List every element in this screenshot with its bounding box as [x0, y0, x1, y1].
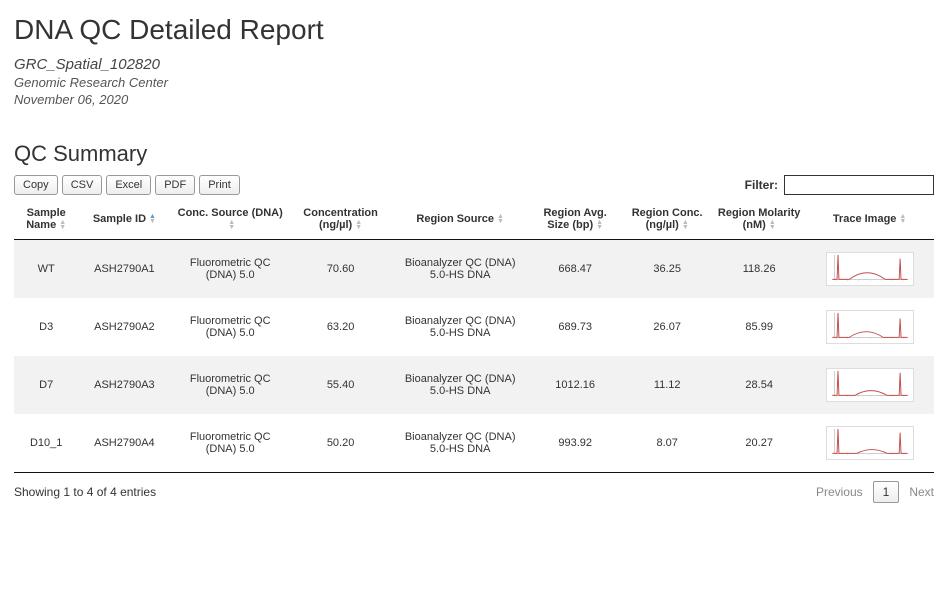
filter: Filter:: [745, 175, 934, 195]
col-label: Trace Image: [833, 213, 897, 225]
cell-region-molarity: 28.54: [713, 356, 805, 414]
page-number[interactable]: 1: [873, 481, 900, 503]
cell-trace-image[interactable]: [805, 356, 934, 414]
export-button-group: Copy CSV Excel PDF Print: [14, 175, 240, 195]
qc-table: Sample Name▲▼Sample ID▲▼Conc. Source (DN…: [14, 201, 934, 473]
sort-icon: ▲▼: [596, 220, 603, 230]
cell-region-molarity: 85.99: [713, 298, 805, 356]
col-label: Region Conc. (ng/µl): [632, 207, 703, 231]
cell-concentration: 70.60: [290, 240, 391, 299]
sort-icon: ▲▼: [682, 220, 689, 230]
cell-trace-image[interactable]: [805, 298, 934, 356]
table-header: Sample Name▲▼Sample ID▲▼Conc. Source (DN…: [14, 201, 934, 240]
filter-label: Filter:: [745, 178, 778, 192]
cell-region-source: Bioanalyzer QC (DNA) 5.0-HS DNA: [391, 298, 529, 356]
col-region-avg-size[interactable]: Region Avg. Size (bp)▲▼: [529, 201, 621, 240]
col-trace-image[interactable]: Trace Image▲▼: [805, 201, 934, 240]
cell-concentration: 55.40: [290, 356, 391, 414]
cell-concentration: 63.20: [290, 298, 391, 356]
cell-region-avg-size: 993.92: [529, 414, 621, 473]
cell-region-molarity: 118.26: [713, 240, 805, 299]
cell-conc-source: Fluorometric QC (DNA) 5.0: [170, 240, 290, 299]
col-label: Concentration (ng/µl): [303, 207, 378, 231]
pager: Previous 1 Next: [816, 481, 934, 503]
cell-region-conc: 36.25: [621, 240, 713, 299]
filter-input[interactable]: [784, 175, 934, 195]
project-name: GRC_Spatial_102820: [14, 56, 934, 73]
excel-button[interactable]: Excel: [106, 175, 151, 195]
cell-conc-source: Fluorometric QC (DNA) 5.0: [170, 298, 290, 356]
report-date: November 06, 2020: [14, 92, 934, 107]
cell-region-avg-size: 668.47: [529, 240, 621, 299]
cell-sample-id: ASH2790A2: [78, 298, 170, 356]
cell-trace-image[interactable]: [805, 414, 934, 473]
sort-icon: ▲▼: [769, 220, 776, 230]
cell-sample-id: ASH2790A3: [78, 356, 170, 414]
cell-concentration: 50.20: [290, 414, 391, 473]
col-label: Sample ID: [93, 213, 146, 225]
cell-region-avg-size: 1012.16: [529, 356, 621, 414]
table-footer: Showing 1 to 4 of 4 entries Previous 1 N…: [14, 481, 934, 503]
table-row: D10_1ASH2790A4Fluorometric QC (DNA) 5.05…: [14, 414, 934, 473]
cell-trace-image[interactable]: [805, 240, 934, 299]
sort-icon: ▲▼: [59, 220, 66, 230]
cell-sample-name: D3: [14, 298, 78, 356]
cell-region-conc: 8.07: [621, 414, 713, 473]
cell-sample-name: WT: [14, 240, 78, 299]
print-button[interactable]: Print: [199, 175, 240, 195]
csv-button[interactable]: CSV: [62, 175, 103, 195]
sort-icon: ▲▼: [228, 220, 235, 230]
table-body: WTASH2790A1Fluorometric QC (DNA) 5.070.6…: [14, 240, 934, 473]
cell-region-molarity: 20.27: [713, 414, 805, 473]
copy-button[interactable]: Copy: [14, 175, 58, 195]
cell-region-source: Bioanalyzer QC (DNA) 5.0-HS DNA: [391, 356, 529, 414]
organization: Genomic Research Center: [14, 75, 934, 90]
cell-region-conc: 26.07: [621, 298, 713, 356]
col-conc-source[interactable]: Conc. Source (DNA)▲▼: [170, 201, 290, 240]
pdf-button[interactable]: PDF: [155, 175, 195, 195]
col-label: Region Source: [416, 213, 494, 225]
section-title: QC Summary: [14, 141, 934, 167]
table-row: D7ASH2790A3Fluorometric QC (DNA) 5.055.4…: [14, 356, 934, 414]
cell-sample-id: ASH2790A1: [78, 240, 170, 299]
col-label: Region Molarity (nM): [718, 207, 801, 231]
col-region-conc[interactable]: Region Conc. (ng/µl)▲▼: [621, 201, 713, 240]
previous-button[interactable]: Previous: [816, 485, 863, 499]
sort-icon: ▲▼: [497, 214, 504, 224]
cell-sample-id: ASH2790A4: [78, 414, 170, 473]
cell-conc-source: Fluorometric QC (DNA) 5.0: [170, 356, 290, 414]
next-button[interactable]: Next: [909, 485, 934, 499]
sort-icon: ▲▼: [355, 220, 362, 230]
entries-info: Showing 1 to 4 of 4 entries: [14, 485, 156, 499]
col-region-molarity[interactable]: Region Molarity (nM)▲▼: [713, 201, 805, 240]
sort-icon: ▲▼: [149, 214, 156, 224]
cell-region-conc: 11.12: [621, 356, 713, 414]
toolbar: Copy CSV Excel PDF Print Filter:: [14, 175, 934, 195]
cell-region-avg-size: 689.73: [529, 298, 621, 356]
col-region-source[interactable]: Region Source▲▼: [391, 201, 529, 240]
cell-sample-name: D10_1: [14, 414, 78, 473]
col-sample-name[interactable]: Sample Name▲▼: [14, 201, 78, 240]
table-row: WTASH2790A1Fluorometric QC (DNA) 5.070.6…: [14, 240, 934, 299]
table-row: D3ASH2790A2Fluorometric QC (DNA) 5.063.2…: [14, 298, 934, 356]
page-title: DNA QC Detailed Report: [14, 14, 934, 46]
col-concentration[interactable]: Concentration (ng/µl)▲▼: [290, 201, 391, 240]
col-label: Conc. Source (DNA): [178, 207, 283, 219]
col-sample-id[interactable]: Sample ID▲▼: [78, 201, 170, 240]
sort-icon: ▲▼: [899, 214, 906, 224]
cell-region-source: Bioanalyzer QC (DNA) 5.0-HS DNA: [391, 240, 529, 299]
cell-sample-name: D7: [14, 356, 78, 414]
cell-conc-source: Fluorometric QC (DNA) 5.0: [170, 414, 290, 473]
cell-region-source: Bioanalyzer QC (DNA) 5.0-HS DNA: [391, 414, 529, 473]
